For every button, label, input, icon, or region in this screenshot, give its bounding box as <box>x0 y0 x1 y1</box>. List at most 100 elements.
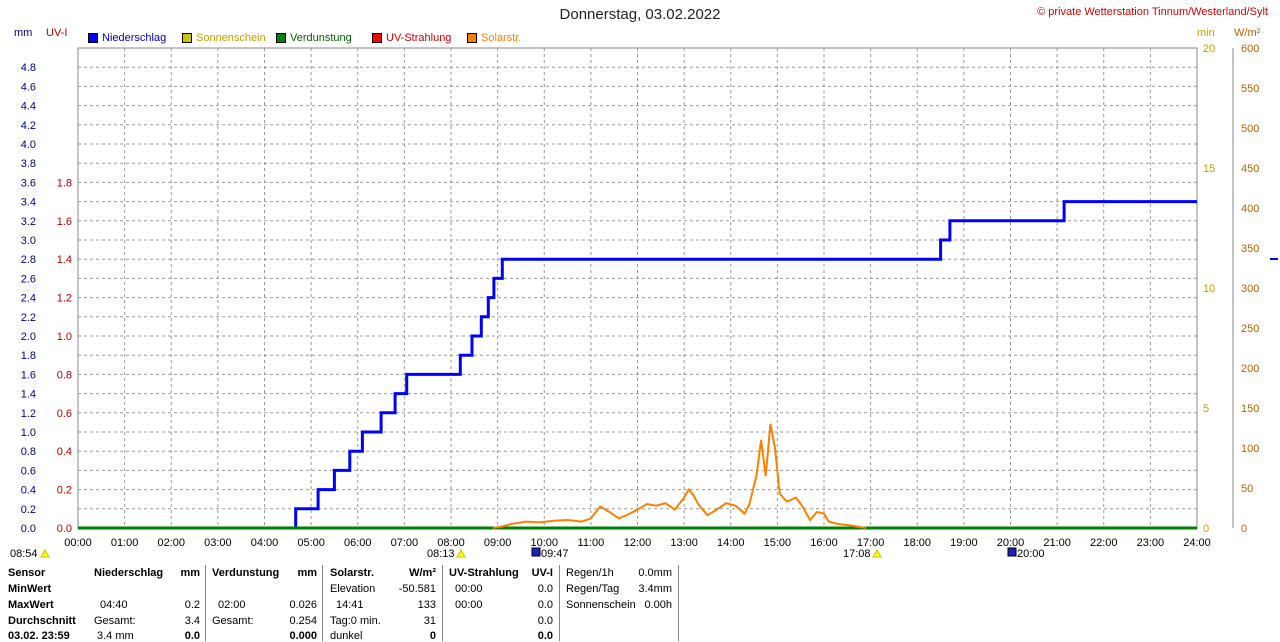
rain-last-bold: 0.0 <box>184 630 200 642</box>
stats-row-avg: Durchschnitt <box>8 615 76 627</box>
unit-wm2: W/m² <box>1234 27 1261 39</box>
rainrate-day-label: Regen/Tag <box>566 583 620 595</box>
rain-total-value: 3.4 <box>184 615 200 627</box>
x-tick-label: 06:00 <box>344 537 372 549</box>
uv-min-time: 00:00 <box>455 583 483 595</box>
y-wm2-tick-label: 150 <box>1241 403 1259 415</box>
y-wm2-tick-label: 450 <box>1241 163 1259 175</box>
rainrate-1h-label: Regen/1h <box>566 567 614 579</box>
uv-min-value: 0.0 <box>537 583 553 595</box>
x-tick-label: 17:00 <box>857 537 885 549</box>
uv-unit: UV-I <box>531 567 553 579</box>
x-tick-label: 19:00 <box>950 537 978 549</box>
sun-marker-icon <box>40 548 50 558</box>
y-mm-tick-label: 1.6 <box>21 369 36 381</box>
evap-unit: mm <box>297 567 317 579</box>
y-wm2-tick-label: 100 <box>1241 443 1259 455</box>
y-wm2-tick-label: 600 <box>1241 43 1259 55</box>
rain-max-time: 04:40 <box>100 599 128 611</box>
x-tick-label: 24:00 <box>1183 537 1211 549</box>
x-tick-label: 23:00 <box>1137 537 1165 549</box>
uv-marker-icon <box>1007 547 1017 557</box>
uv-time2-label: 20:00 <box>1017 548 1045 560</box>
y-uv-tick-label: 0.8 <box>57 369 72 381</box>
separator <box>205 565 206 641</box>
legend-label: Niederschlag <box>102 32 167 44</box>
y-mm-tick-label: 2.2 <box>21 312 36 324</box>
y-mm-tick-label: 0.8 <box>21 446 36 458</box>
y-min-tick-label: 20 <box>1203 43 1215 55</box>
legend-item: Niederschlag <box>88 31 166 45</box>
y-uv-tick-label: 0.6 <box>57 408 72 420</box>
y-mm-tick-label: 4.6 <box>21 81 36 93</box>
uv-last-value: 0.0 <box>537 630 553 642</box>
evap-max-time: 02:00 <box>218 599 246 611</box>
solar-tag-label: Tag:0 min. <box>330 615 381 627</box>
uv-time1-label: 09:47 <box>541 548 569 560</box>
y-uv-tick-label: 1.8 <box>57 177 72 189</box>
y-mm-tick-label: 2.4 <box>21 293 36 305</box>
rain-total-label: Gesamt: <box>94 615 136 627</box>
x-tick-label: 04:00 <box>251 537 279 549</box>
y-mm-tick-label: 4.2 <box>21 120 36 132</box>
legend-item: Verdunstung <box>276 31 352 45</box>
uv-marker-icon <box>531 547 541 557</box>
y-mm-tick-label: 1.8 <box>21 350 36 362</box>
legend-item: Sonnenschein <box>182 31 266 45</box>
y-mm-tick-label: 3.4 <box>21 197 36 209</box>
rainrate-day-value: 3.4mm <box>638 583 672 595</box>
separator <box>442 565 443 641</box>
x-tick-label: 20:00 <box>997 537 1025 549</box>
legend-swatch <box>372 33 382 43</box>
y-wm2-tick-label: 400 <box>1241 203 1259 215</box>
y-wm2-tick-label: 0 <box>1241 523 1247 535</box>
y-wm2-tick-label: 550 <box>1241 83 1259 95</box>
unit-mm: mm <box>14 27 33 39</box>
legend-swatch <box>467 33 477 43</box>
evap-max-value: 0.026 <box>289 599 317 611</box>
legend-label: Sonnenschein <box>196 32 266 44</box>
y-uv-tick-label: 1.4 <box>57 254 72 266</box>
y-mm-tick-label: 1.0 <box>21 427 36 439</box>
rain-last-value: 3.4 mm <box>97 630 134 642</box>
x-tick-label: 10:00 <box>530 537 558 549</box>
y-uv-tick-label: 0.0 <box>57 523 72 535</box>
series-line-solarstr <box>492 423 867 529</box>
solar-dark-value: 0 <box>429 630 436 642</box>
legend-item: Solarstr. <box>467 31 521 45</box>
y-mm-tick-label: 0.2 <box>21 504 36 516</box>
y-min-tick-label: 5 <box>1203 403 1209 415</box>
y-mm-tick-label: 3.2 <box>21 216 36 228</box>
separator <box>678 565 679 641</box>
evap-total-label: Gesamt: <box>212 615 254 627</box>
solar-tag-value: 31 <box>423 615 436 627</box>
y-mm-tick-label: 2.8 <box>21 254 36 266</box>
rain-max-value: 0.2 <box>184 599 200 611</box>
y-mm-tick-label: 3.8 <box>21 158 36 170</box>
y-wm2-tick-label: 300 <box>1241 283 1259 295</box>
legend-swatch <box>88 33 98 43</box>
unit-uv: UV-I <box>46 27 68 39</box>
y-mm-tick-label: 4.0 <box>21 139 36 151</box>
x-tick-label: 14:00 <box>717 537 745 549</box>
sun-marker-icon <box>872 548 882 558</box>
y-min-tick-label: 10 <box>1203 283 1215 295</box>
y-mm-tick-label: 0.0 <box>21 523 36 535</box>
y-wm2-tick-label: 350 <box>1241 243 1259 255</box>
stats-table: Sensor MinWert MaxWert Durchschnitt 03.0… <box>0 563 1280 642</box>
x-tick-label: 21:00 <box>1043 537 1071 549</box>
stats-row-last: 03.02. 23:59 <box>8 630 70 642</box>
sunrise-left-label: 08:54 <box>10 548 38 560</box>
legend-item: UV-Strahlung <box>372 31 451 45</box>
legend-label: Solarstr. <box>481 32 522 44</box>
separator <box>559 565 560 641</box>
stats-header-sensor: Sensor <box>8 567 46 579</box>
y-mm-tick-label: 2.0 <box>21 331 36 343</box>
legend-swatch <box>276 33 286 43</box>
x-tick-label: 05:00 <box>297 537 325 549</box>
uv-max-time: 00:00 <box>455 599 483 611</box>
uv-max-value: 0.0 <box>537 599 553 611</box>
y-wm2-tick-label: 50 <box>1241 483 1253 495</box>
copyright-note: © private Wetterstation Tinnum/Westerlan… <box>1037 6 1268 18</box>
x-tick-label: 11:00 <box>578 537 605 549</box>
